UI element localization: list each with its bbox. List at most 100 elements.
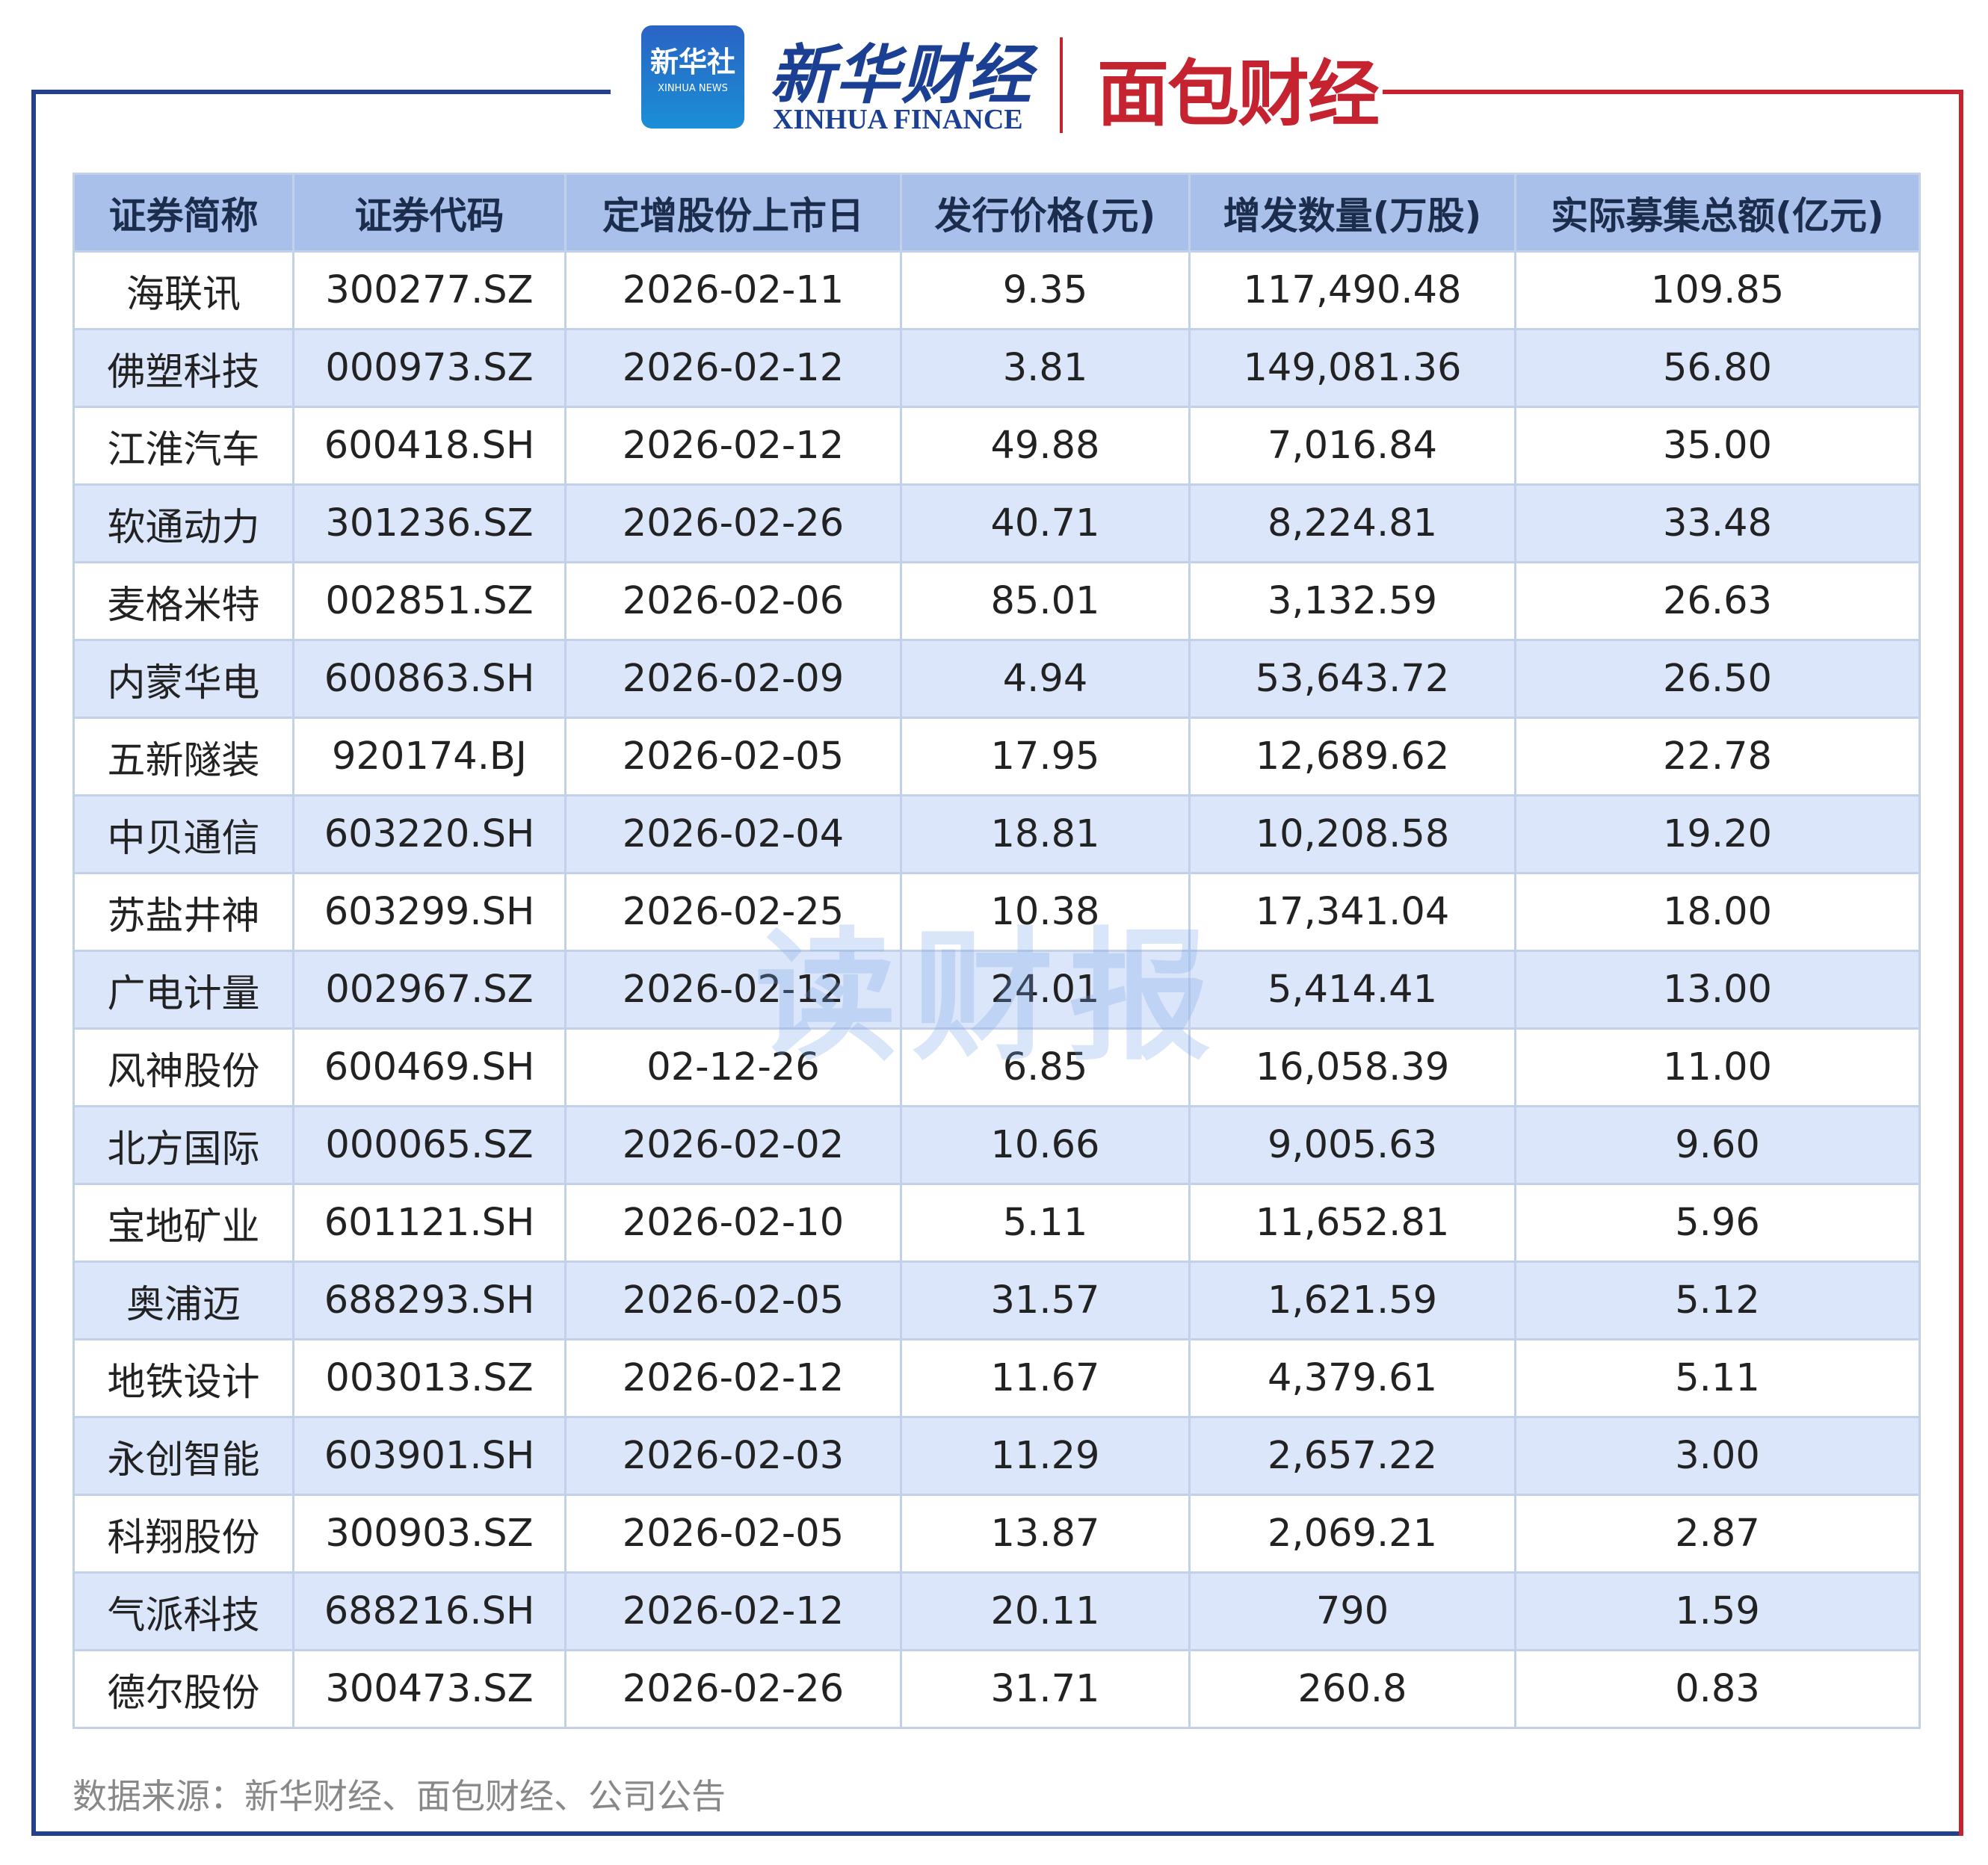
- table-row: 内蒙华电 600863.SH 2026-02-09 4.94 53,643.72 26.5…: [72, 639, 1921, 719]
- table-cell: 33.48: [1514, 483, 1921, 563]
- table-cell: 5,414.41: [1188, 950, 1516, 1030]
- table-cell: 麦格米特: [72, 561, 294, 641]
- table-cell: 2026-02-10: [564, 1183, 902, 1263]
- table-cell: 内蒙华电: [72, 639, 294, 719]
- frame-bottom: [31, 1831, 1963, 1836]
- table-cell: 2026-02-05: [564, 1494, 902, 1574]
- table-cell: 3.81: [900, 328, 1191, 408]
- table-cell: 5.96: [1514, 1183, 1921, 1263]
- table-cell: 10.38: [900, 872, 1191, 952]
- logo-badge-text: 新华社: [649, 46, 735, 78]
- table-cell: 3.00: [1514, 1416, 1921, 1496]
- table-cell: 003013.SZ: [292, 1338, 567, 1418]
- table-row: 科翔股份 300903.SZ 2026-02-05 13.87 2,069.21 2.87: [72, 1494, 1921, 1574]
- table-cell: 2026-02-03: [564, 1416, 902, 1496]
- header-row: 证券简称 证券代码 定增股份上市日 发行价格(元) 增发数量(万股) 实际募集总额(亿元): [72, 173, 1921, 253]
- table-cell: 3,132.59: [1188, 561, 1516, 641]
- table-cell: 气派科技: [72, 1571, 294, 1651]
- table-cell: 中贝通信: [72, 794, 294, 874]
- table-cell: 2.87: [1514, 1494, 1921, 1574]
- table-cell: 5.12: [1514, 1261, 1921, 1340]
- table-row: 江淮汽车 600418.SH 2026-02-12 49.88 7,016.84 35.0…: [72, 406, 1921, 486]
- table-cell: 149,081.36: [1188, 328, 1516, 408]
- table-cell: 宝地矿业: [72, 1183, 294, 1263]
- table-cell: 2026-02-12: [564, 1338, 902, 1418]
- table-cell: 永创智能: [72, 1416, 294, 1496]
- table-cell: 2026-02-25: [564, 872, 902, 952]
- table-cell: 广电计量: [72, 950, 294, 1030]
- table-cell: 4.94: [900, 639, 1191, 719]
- table-row: 海联讯 300277.SZ 2026-02-11 9.35 117,490.48 109.…: [72, 250, 1921, 330]
- table-cell: 2026-02-05: [564, 1261, 902, 1340]
- table-row: 五新隧装 920174.BJ 2026-02-05 17.95 12,689.62 22.…: [72, 717, 1921, 797]
- table-cell: 苏盐井神: [72, 872, 294, 952]
- logo-badge-en: XINHUA NEWS: [658, 83, 728, 94]
- table-cell: 10.66: [900, 1105, 1191, 1185]
- frame-top-red: [1383, 90, 1963, 94]
- table-cell: 24.01: [900, 950, 1191, 1030]
- brand: 新华财经: [770, 37, 1033, 113]
- table-cell: 2,069.21: [1188, 1494, 1516, 1574]
- table-row: 宝地矿业 601121.SH 2026-02-10 5.11 11,652.81 5.96: [72, 1183, 1921, 1263]
- column-header: 发行价格(元): [900, 173, 1191, 253]
- table-cell: 科翔股份: [72, 1494, 294, 1574]
- table-cell: 地铁设计: [72, 1338, 294, 1418]
- logo-separator: [1060, 37, 1063, 133]
- table: 证券简称 证券代码 定增股份上市日 发行价格(元) 增发数量(万股) 实际募集总额(亿元)…: [72, 173, 1921, 1729]
- table-row: 中贝通信 603220.SH 2026-02-04 18.81 10,208.58 19.…: [72, 794, 1921, 874]
- table-cell: 2026-02-12: [564, 950, 902, 1030]
- table-cell: 40.71: [900, 483, 1191, 563]
- table-cell: 12,689.62: [1188, 717, 1516, 797]
- table-cell: 002967.SZ: [292, 950, 567, 1030]
- table-cell: 2026-02-26: [564, 1649, 902, 1729]
- table-cell: 300903.SZ: [292, 1494, 567, 1574]
- table-cell: 9,005.63: [1188, 1105, 1516, 1185]
- table-row: 广电计量 002967.SZ 2026-02-12 24.01 5,414.41 13.0…: [72, 950, 1921, 1030]
- table-row: 软通动力 301236.SZ 2026-02-26 40.71 8,224.81 33.4…: [72, 483, 1921, 563]
- table-cell: 2,657.22: [1188, 1416, 1516, 1496]
- table-cell: 5.11: [1514, 1338, 1921, 1418]
- table-cell: 2026-02-05: [564, 717, 902, 797]
- table-cell: 9.60: [1514, 1105, 1921, 1185]
- frame-right: [1959, 90, 1963, 1836]
- table-cell: 300473.SZ: [292, 1649, 567, 1729]
- table-row: 德尔股份 300473.SZ 2026-02-26 31.71 260.8 0.83: [72, 1649, 1921, 1729]
- table-cell: 1,621.59: [1188, 1261, 1516, 1340]
- table-cell: 2026-02-06: [564, 561, 902, 641]
- table-cell: 佛塑科技: [72, 328, 294, 408]
- table-cell: 2026-02-11: [564, 250, 902, 330]
- table-cell: 2026-02-04: [564, 794, 902, 874]
- table-cell: 1.59: [1514, 1571, 1921, 1651]
- table-cell: 603299.SH: [292, 872, 567, 952]
- table-cell: 20.11: [900, 1571, 1191, 1651]
- table-cell: 603220.SH: [292, 794, 567, 874]
- table-cell: 江淮汽车: [72, 406, 294, 486]
- table-cell: 49.88: [900, 406, 1191, 486]
- table-cell: 260.8: [1188, 1649, 1516, 1729]
- table-cell: 920174.BJ: [292, 717, 567, 797]
- table-row: 北方国际 000065.SZ 2026-02-02 10.66 9,005.63 9.60: [72, 1105, 1921, 1185]
- table-cell: 北方国际: [72, 1105, 294, 1185]
- table-cell: 11.00: [1514, 1027, 1921, 1107]
- table-cell: 2026-02-12: [564, 406, 902, 486]
- table-cell: 603901.SH: [292, 1416, 567, 1496]
- table-cell: 8,224.81: [1188, 483, 1516, 563]
- table-cell: 35.00: [1514, 406, 1921, 486]
- table-cell: 26.50: [1514, 639, 1921, 719]
- table-cell: 22.78: [1514, 717, 1921, 797]
- table-cell: 9.35: [900, 250, 1191, 330]
- table-cell: 海联讯: [72, 250, 294, 330]
- table-cell: 19.20: [1514, 794, 1921, 874]
- column-header: 定增股份上市日: [564, 173, 902, 253]
- table-cell: 18.81: [900, 794, 1191, 874]
- table-cell: 53,643.72: [1188, 639, 1516, 719]
- table-cell: 5.11: [900, 1183, 1191, 1263]
- table-cell: 117,490.48: [1188, 250, 1516, 330]
- table-cell: 13.87: [900, 1494, 1191, 1574]
- table-cell: 002851.SZ: [292, 561, 567, 641]
- table-cell: 6.85: [900, 1027, 1191, 1107]
- table-cell: 000065.SZ: [292, 1105, 567, 1185]
- table-cell: 000973.SZ: [292, 328, 567, 408]
- table-cell: 奥浦迈: [72, 1261, 294, 1340]
